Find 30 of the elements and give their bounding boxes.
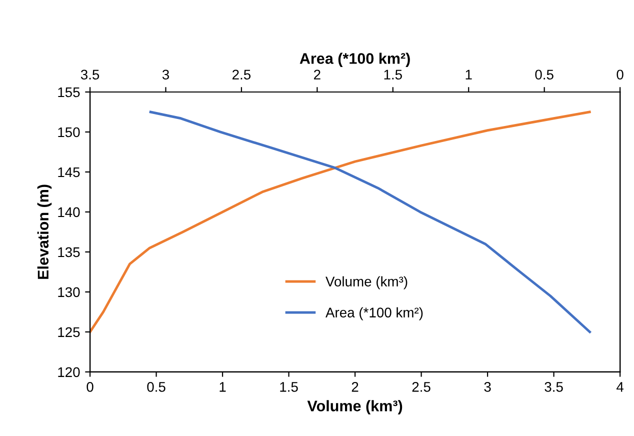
y-tick-label: 125 [58,327,80,338]
x-tick-label: 3.5 [544,382,563,392]
x-tick-label: 2.5 [412,382,430,392]
x-tick-label: 1.5 [280,382,298,392]
x2-tick-label: 2 [314,70,320,80]
x-axis-title: Volume (km³) [307,400,402,414]
y-tick-label: 145 [58,167,80,178]
y-tick-label: 150 [58,127,80,138]
y-tick-label: 155 [58,87,80,98]
y-tick-label: 130 [58,287,80,298]
legend-label: Volume (km³) [326,276,408,290]
x2-axis-title: Area (*100 km²) [300,52,410,67]
x2-tick-label: 1 [466,70,472,80]
x2-tick-label: 3.5 [80,70,100,80]
legend-label: Area (*100 km²) [326,307,423,320]
x2-tick-label: 2.5 [232,70,251,80]
x-tick-label: 3 [484,382,491,392]
y-tick-label: 135 [58,247,80,258]
x-tick-label: 0.5 [147,382,166,392]
x2-tick-label: 0.5 [535,70,554,80]
x-tick-label: 2 [352,382,358,392]
y-axis-title: Elevation (m) [37,184,52,279]
x2-tick-label: 3 [162,70,169,80]
y-tick-label: 140 [58,207,80,218]
x-tick-label: 1 [220,382,226,392]
x-tick-label: 4 [616,382,624,392]
x2-tick-label: 0 [616,70,624,80]
y-tick-label: 120 [58,367,80,378]
x-tick-label: 0 [86,382,94,392]
x2-tick-label: 1.5 [384,70,402,80]
